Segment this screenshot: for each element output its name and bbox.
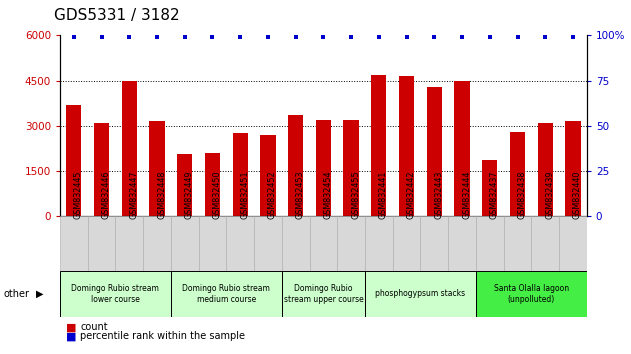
Bar xyxy=(365,271,476,317)
Bar xyxy=(427,86,442,216)
Text: Domingo Rubio
stream upper course: Domingo Rubio stream upper course xyxy=(283,284,363,303)
Bar xyxy=(476,216,504,271)
Bar xyxy=(282,271,365,317)
Point xyxy=(235,34,245,40)
Text: Domingo Rubio stream
medium course: Domingo Rubio stream medium course xyxy=(182,284,270,303)
Bar xyxy=(66,104,81,216)
Bar xyxy=(171,271,282,317)
Bar xyxy=(115,216,143,271)
Bar xyxy=(337,216,365,271)
Point xyxy=(318,34,328,40)
Text: ■: ■ xyxy=(66,322,77,332)
Text: GSM832443: GSM832443 xyxy=(434,170,444,219)
Bar xyxy=(448,216,476,271)
Bar xyxy=(88,216,115,271)
Bar xyxy=(482,160,497,216)
Text: GSM832444: GSM832444 xyxy=(462,170,471,219)
Bar xyxy=(310,216,337,271)
Text: GSM832455: GSM832455 xyxy=(351,170,360,219)
Text: GSM832445: GSM832445 xyxy=(74,170,83,219)
Text: count: count xyxy=(80,322,108,332)
Text: GSM832440: GSM832440 xyxy=(573,170,582,219)
Bar xyxy=(371,75,386,216)
Text: ▶: ▶ xyxy=(36,289,44,299)
Text: GSM832441: GSM832441 xyxy=(379,170,388,219)
Bar xyxy=(205,153,220,216)
Text: GSM832439: GSM832439 xyxy=(545,170,554,219)
Bar xyxy=(254,216,282,271)
Bar xyxy=(316,120,331,216)
Bar xyxy=(454,80,469,216)
Bar xyxy=(94,123,109,216)
Text: GSM832454: GSM832454 xyxy=(323,170,333,219)
Bar xyxy=(420,216,448,271)
Text: GSM832451: GSM832451 xyxy=(240,170,249,219)
Point xyxy=(457,34,467,40)
Point xyxy=(429,34,439,40)
Text: GSM832446: GSM832446 xyxy=(102,170,110,219)
Bar xyxy=(476,271,587,317)
Point xyxy=(69,34,79,40)
Bar xyxy=(288,115,304,216)
Bar xyxy=(233,133,248,216)
Bar xyxy=(565,121,581,216)
Bar xyxy=(559,216,587,271)
Text: Santa Olalla lagoon
(unpolluted): Santa Olalla lagoon (unpolluted) xyxy=(494,284,569,303)
Bar xyxy=(538,123,553,216)
Point xyxy=(540,34,550,40)
Text: GSM832447: GSM832447 xyxy=(129,170,138,219)
Text: GDS5331 / 3182: GDS5331 / 3182 xyxy=(54,8,179,23)
Bar xyxy=(150,121,165,216)
Bar xyxy=(399,76,414,216)
Point xyxy=(180,34,190,40)
Bar xyxy=(143,216,171,271)
Bar xyxy=(122,80,137,216)
Text: ■: ■ xyxy=(66,331,77,341)
Bar xyxy=(343,120,359,216)
Point xyxy=(401,34,411,40)
Text: GSM832452: GSM832452 xyxy=(268,170,277,219)
Bar xyxy=(531,216,559,271)
Text: percentile rank within the sample: percentile rank within the sample xyxy=(80,331,245,341)
Bar xyxy=(171,216,199,271)
Point xyxy=(291,34,301,40)
Point xyxy=(512,34,522,40)
Point xyxy=(485,34,495,40)
Bar xyxy=(392,216,420,271)
Text: GSM832437: GSM832437 xyxy=(490,170,498,219)
Text: GSM832438: GSM832438 xyxy=(517,170,526,219)
Bar xyxy=(177,154,192,216)
Bar xyxy=(365,216,392,271)
Bar xyxy=(504,216,531,271)
Text: GSM832450: GSM832450 xyxy=(213,170,221,219)
Point xyxy=(568,34,578,40)
Point xyxy=(152,34,162,40)
Bar xyxy=(261,135,276,216)
Text: GSM832453: GSM832453 xyxy=(296,170,305,219)
Bar xyxy=(510,132,525,216)
Point xyxy=(346,34,356,40)
Point xyxy=(208,34,218,40)
Bar xyxy=(282,216,310,271)
Bar xyxy=(60,216,88,271)
Bar xyxy=(199,216,227,271)
Bar xyxy=(227,216,254,271)
Text: other: other xyxy=(3,289,29,299)
Text: GSM832448: GSM832448 xyxy=(157,170,166,219)
Point xyxy=(374,34,384,40)
Point xyxy=(263,34,273,40)
Bar xyxy=(60,271,171,317)
Text: GSM832449: GSM832449 xyxy=(185,170,194,219)
Text: phosphogypsum stacks: phosphogypsum stacks xyxy=(375,289,466,298)
Point xyxy=(124,34,134,40)
Text: Domingo Rubio stream
lower course: Domingo Rubio stream lower course xyxy=(71,284,160,303)
Point xyxy=(97,34,107,40)
Text: GSM832442: GSM832442 xyxy=(406,170,416,219)
